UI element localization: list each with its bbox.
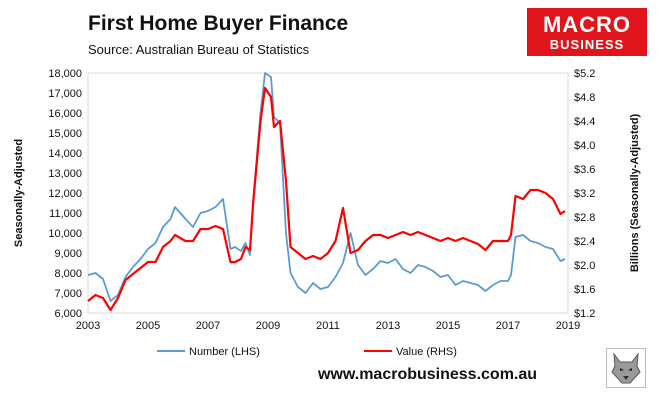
right-axis-title: Billions (Seasonally-Adjusted) xyxy=(629,114,641,273)
logo-text-line1: MACRO xyxy=(542,12,632,37)
chart-source: Source: Australian Bureau of Statistics xyxy=(88,42,310,57)
legend-label-number: Number (LHS) xyxy=(189,346,260,358)
right-y-tick-label: $4.4 xyxy=(574,116,595,128)
left-y-tick-label: 8,000 xyxy=(54,268,82,280)
left-y-tick-label: 7,000 xyxy=(54,288,82,300)
x-tick-label: 2011 xyxy=(316,320,340,332)
right-y-tick-label: $3.2 xyxy=(574,188,595,200)
series-line-value xyxy=(87,86,566,312)
x-tick-label: 2003 xyxy=(76,320,100,332)
x-axis-ticks: 2003 2005 2007 2009 2011 2013 2015 2017 2019 xyxy=(76,320,580,332)
website-url: www.macrobusiness.com.au xyxy=(318,366,538,383)
left-y-tick-label: 13,000 xyxy=(48,168,82,180)
logo-text-line2: BUSINESS xyxy=(549,37,625,52)
left-y-tick-label: 9,000 xyxy=(54,248,82,260)
right-y-tick-label: $2.0 xyxy=(574,260,595,272)
right-y-tick-label: $1.2 xyxy=(574,308,595,320)
left-y-tick-label: 12,000 xyxy=(48,188,82,200)
left-y-tick-label: 10,000 xyxy=(48,228,82,240)
right-y-tick-label: $1.6 xyxy=(574,284,595,296)
series-line-number xyxy=(87,72,566,302)
legend: Number (LHS) Value (RHS) xyxy=(157,346,457,358)
left-y-tick-label: 6,000 xyxy=(54,308,82,320)
macrobusiness-logo: MACRO BUSINESS xyxy=(527,8,647,56)
right-y-tick-label: $2.8 xyxy=(574,212,595,224)
x-tick-label: 2013 xyxy=(376,320,400,332)
right-y-axis-ticks: $1.2 $1.6 $2.0 $2.4 $2.8 $3.2 $3.6 $4.0 $4.4 $4.8… xyxy=(574,68,595,320)
plot-area-frame xyxy=(87,72,569,314)
right-y-tick-label: $2.4 xyxy=(574,236,595,248)
left-y-tick-label: 14,000 xyxy=(48,148,82,160)
left-axis-title: Seasonally-Adjusted xyxy=(13,139,25,247)
chart-title: First Home Buyer Finance xyxy=(88,12,349,35)
x-tick-label: 2019 xyxy=(556,320,580,332)
left-y-tick-label: 16,000 xyxy=(48,108,82,120)
x-tick-label: 2009 xyxy=(256,320,280,332)
legend-label-value: Value (RHS) xyxy=(396,346,457,358)
wolf-head-icon xyxy=(606,348,646,388)
right-y-tick-label: $3.6 xyxy=(574,164,595,176)
series-lines xyxy=(87,72,566,312)
x-tick-label: 2005 xyxy=(136,320,160,332)
left-y-tick-label: 11,000 xyxy=(49,208,82,220)
right-y-tick-label: $4.0 xyxy=(574,140,595,152)
left-y-tick-label: 18,000 xyxy=(48,68,82,80)
left-y-axis-ticks: 6,000 7,000 8,000 9,000 10,000 11,000 12,000 13… xyxy=(48,68,82,320)
right-y-tick-label: $4.8 xyxy=(574,92,595,104)
left-y-tick-label: 15,000 xyxy=(48,128,82,140)
x-tick-label: 2007 xyxy=(196,320,220,332)
x-tick-label: 2015 xyxy=(436,320,460,332)
right-y-tick-label: $5.2 xyxy=(574,68,595,80)
x-tick-label: 2017 xyxy=(496,320,520,332)
left-y-tick-label: 17,000 xyxy=(48,88,82,100)
